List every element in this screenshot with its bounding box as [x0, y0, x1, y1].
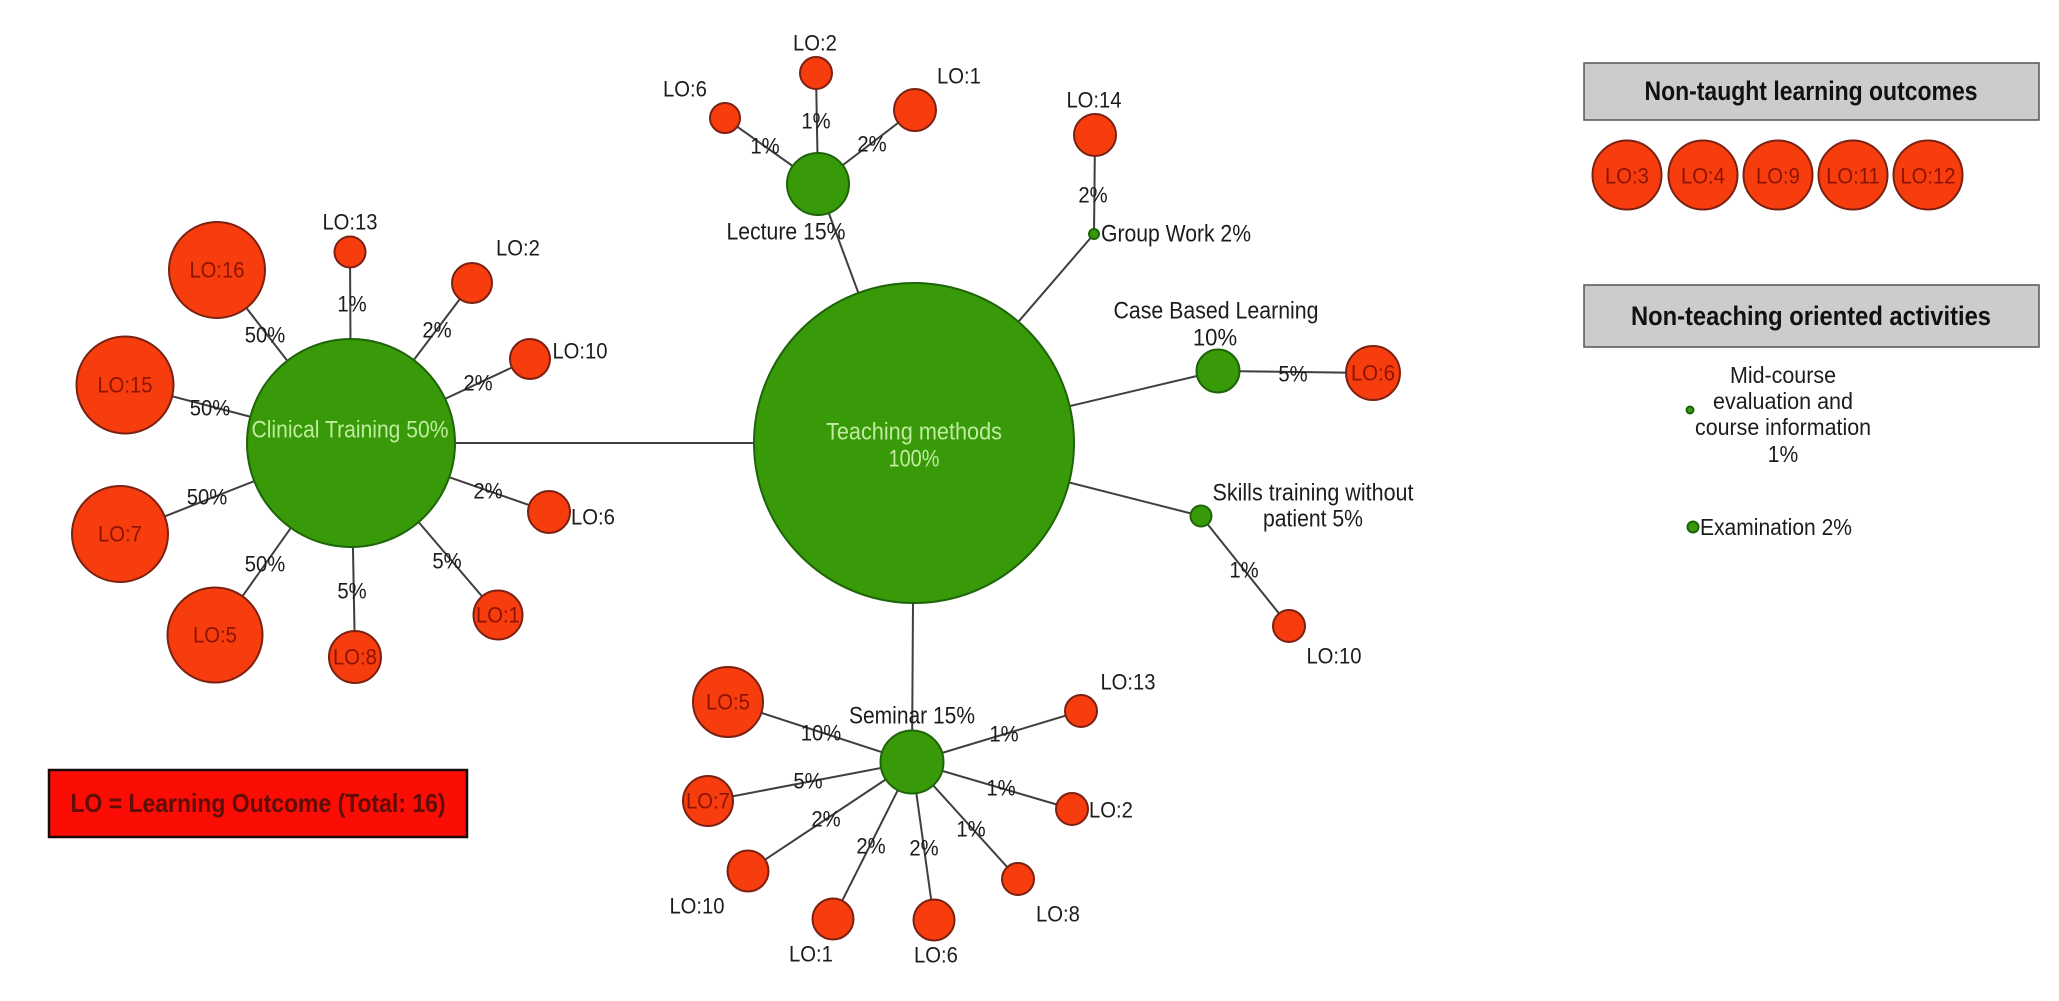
svg-text:50%: 50%	[187, 485, 228, 510]
svg-text:50%: 50%	[190, 396, 231, 421]
svg-text:Teaching methods: Teaching methods	[826, 419, 1002, 446]
svg-text:LO:6: LO:6	[571, 505, 615, 530]
svg-text:2%: 2%	[857, 132, 886, 157]
svg-text:Skills training without: Skills training without	[1213, 480, 1414, 507]
svg-text:evaluation and: evaluation and	[1713, 388, 1853, 414]
svg-text:LO:5: LO:5	[193, 623, 237, 648]
svg-text:LO:1: LO:1	[789, 942, 833, 967]
svg-text:LO:1: LO:1	[476, 603, 520, 628]
svg-text:LO:4: LO:4	[1681, 164, 1725, 189]
svg-text:LO:9: LO:9	[1756, 164, 1800, 189]
svg-text:LO:2: LO:2	[793, 31, 837, 56]
svg-text:Case Based Learning: Case Based Learning	[1114, 298, 1319, 325]
svg-text:Non-taught learning outcomes: Non-taught learning outcomes	[1645, 76, 1978, 106]
svg-text:LO:14: LO:14	[1066, 88, 1121, 113]
svg-text:LO:11: LO:11	[1826, 164, 1880, 189]
svg-text:1%: 1%	[750, 134, 779, 159]
svg-text:1%: 1%	[1229, 558, 1258, 583]
svg-text:1%: 1%	[337, 292, 366, 317]
svg-text:LO:2: LO:2	[496, 236, 540, 261]
svg-text:2%: 2%	[811, 807, 840, 832]
svg-text:LO:6: LO:6	[914, 943, 958, 968]
svg-text:Seminar 15%: Seminar 15%	[849, 703, 975, 730]
svg-text:5%: 5%	[1278, 362, 1307, 387]
svg-text:LO:15: LO:15	[97, 373, 152, 398]
svg-text:2%: 2%	[856, 834, 885, 859]
svg-text:2%: 2%	[463, 371, 492, 396]
svg-text:Mid-course: Mid-course	[1730, 362, 1836, 388]
svg-text:LO:2: LO:2	[1089, 798, 1133, 823]
svg-text:LO:16: LO:16	[189, 258, 244, 283]
svg-text:50%: 50%	[245, 552, 286, 577]
svg-text:LO:12: LO:12	[1900, 164, 1955, 189]
svg-text:1%: 1%	[1768, 441, 1799, 467]
svg-text:1%: 1%	[989, 722, 1018, 747]
svg-text:1%: 1%	[801, 109, 830, 134]
svg-text:10%: 10%	[801, 721, 842, 746]
svg-text:LO:7: LO:7	[686, 789, 730, 814]
svg-text:2%: 2%	[473, 479, 502, 504]
svg-text:Clinical Training 50%: Clinical Training 50%	[252, 417, 449, 444]
svg-text:10%: 10%	[1193, 325, 1237, 352]
svg-text:2%: 2%	[422, 318, 451, 343]
svg-text:100%: 100%	[889, 446, 940, 473]
svg-text:LO:13: LO:13	[322, 210, 377, 235]
svg-text:5%: 5%	[432, 549, 461, 574]
svg-text:LO:1: LO:1	[937, 64, 981, 89]
svg-text:Examination 2%: Examination 2%	[1700, 514, 1852, 540]
svg-text:2%: 2%	[1078, 183, 1107, 208]
svg-text:Non-teaching oriented activiti: Non-teaching oriented activities	[1631, 301, 1991, 331]
svg-text:LO:8: LO:8	[333, 645, 377, 670]
svg-text:LO:8: LO:8	[1036, 902, 1080, 927]
svg-text:5%: 5%	[337, 579, 366, 604]
svg-text:LO:5: LO:5	[706, 690, 750, 715]
svg-text:LO:10: LO:10	[669, 894, 724, 919]
svg-text:LO:6: LO:6	[1351, 361, 1395, 386]
svg-text:1%: 1%	[986, 776, 1015, 801]
svg-text:LO:3: LO:3	[1605, 164, 1649, 189]
svg-text:patient 5%: patient 5%	[1263, 506, 1363, 533]
svg-text:LO = Learning Outcome (Total:: LO = Learning Outcome (Total: 16)	[71, 788, 446, 818]
svg-text:50%: 50%	[245, 323, 286, 348]
svg-text:2%: 2%	[909, 836, 938, 861]
svg-text:LO:10: LO:10	[552, 339, 607, 364]
svg-text:5%: 5%	[793, 769, 822, 794]
svg-text:LO:13: LO:13	[1100, 670, 1155, 695]
svg-text:course information: course information	[1695, 414, 1871, 440]
svg-text:Lecture 15%: Lecture 15%	[727, 219, 846, 246]
svg-text:1%: 1%	[956, 817, 985, 842]
svg-text:LO:6: LO:6	[663, 77, 707, 102]
svg-text:LO:7: LO:7	[98, 522, 142, 547]
svg-text:Group Work 2%: Group Work 2%	[1101, 221, 1251, 248]
svg-text:LO:10: LO:10	[1306, 644, 1361, 669]
